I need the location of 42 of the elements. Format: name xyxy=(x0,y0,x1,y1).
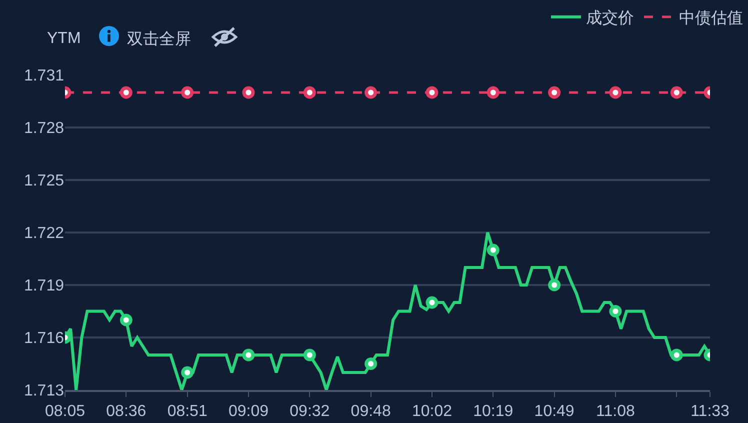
x-tick-label: 08:05 xyxy=(44,403,86,420)
x-tick-label: 08:36 xyxy=(106,403,146,420)
point xyxy=(181,86,194,99)
text: 双击全屏 xyxy=(127,29,191,48)
y-tick-label: 1.731 xyxy=(24,68,64,85)
point xyxy=(426,86,438,99)
y-axis-title: YTM xyxy=(47,30,81,47)
point xyxy=(609,305,622,318)
y-tick-label: 1.713 xyxy=(24,382,64,400)
point xyxy=(303,86,316,99)
point xyxy=(242,86,255,99)
x-tick-label: 11:33 xyxy=(690,403,730,420)
point xyxy=(120,314,132,326)
point xyxy=(548,278,561,292)
point xyxy=(486,244,500,256)
x-tick-label: 10:02 xyxy=(412,403,452,420)
point xyxy=(486,86,500,99)
y-tick-label: 1.728 xyxy=(24,120,64,138)
y-tick-label: 1.719 xyxy=(24,278,64,295)
point xyxy=(609,86,622,99)
point xyxy=(670,86,683,99)
x-tick-label: 10:49 xyxy=(534,403,574,420)
point xyxy=(303,348,316,362)
x-tick-label: 08:51 xyxy=(167,403,208,420)
point xyxy=(364,86,378,99)
x-tick-label: 09:32 xyxy=(290,403,330,420)
x-tick-label: 10:19 xyxy=(473,403,514,420)
point xyxy=(181,366,194,379)
point xyxy=(364,358,378,370)
x-tick-label: 09:09 xyxy=(228,403,269,420)
y-tick-label: 1.722 xyxy=(24,225,64,242)
x-tick-label: 09:48 xyxy=(350,403,391,420)
y-tick-label: 1.725 xyxy=(24,172,64,190)
legend-label: 中债估值 xyxy=(679,8,743,28)
y-tick-label: 1.716 xyxy=(24,330,64,348)
point xyxy=(120,86,132,99)
point xyxy=(548,86,561,99)
x-tick-label: 11:08 xyxy=(596,403,635,420)
legend-label: 成交价 xyxy=(586,8,634,28)
point xyxy=(242,348,255,362)
point xyxy=(426,296,438,309)
point xyxy=(670,348,683,362)
